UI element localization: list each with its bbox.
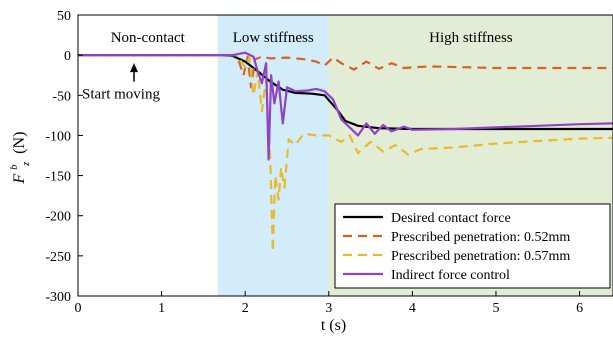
y-tick-label-0: 50 xyxy=(57,9,71,24)
series-lines xyxy=(78,51,613,253)
x-tick-label-1: 1 xyxy=(158,301,165,316)
region-2 xyxy=(217,15,329,296)
region-labels: Non-contact Low stiffness High stiffness xyxy=(111,30,513,46)
y-tick-label-1: 0 xyxy=(64,49,71,64)
svg-text:F b z (N): F b z (N) xyxy=(4,132,33,185)
x-tick-label-6: 6 xyxy=(576,301,583,316)
series-line-3 xyxy=(78,54,613,253)
x-tick-label-2: 2 xyxy=(242,301,249,316)
y-tick-label-2: -50 xyxy=(52,89,71,104)
start-moving-annotation: Start moving xyxy=(82,63,160,103)
series-line-1 xyxy=(78,54,613,131)
y-tick-label-5: -200 xyxy=(45,210,71,225)
y-tick-label-4: -150 xyxy=(45,170,71,185)
x-tick-label-4: 4 xyxy=(409,301,416,316)
axis-ticks: 0 1 2 3 4 5 6 50 0 -50 -100 -150 -200 -250 -300 xyxy=(45,9,583,316)
y-tick-label-3: -100 xyxy=(45,129,71,144)
region-label-2: Low stiffness xyxy=(233,30,314,46)
legend: Desired contact force Prescribed penetrat… xyxy=(334,203,611,289)
y-axis-label: F b z (N) xyxy=(4,132,33,185)
x-tick-label-3: 3 xyxy=(325,301,332,316)
x-tick-label-5: 5 xyxy=(492,301,499,316)
ylabel-sup: b xyxy=(9,165,20,170)
legend-entry-4: Indirect force control xyxy=(391,268,510,283)
y-tick-label-7: -300 xyxy=(45,290,71,305)
ylabel-unit: (N) xyxy=(11,132,28,154)
arrow-head-icon xyxy=(130,63,139,73)
legend-entry-2: Prescribed penetration: 0.52mm xyxy=(391,230,570,245)
legend-entry-1: Desired contact force xyxy=(391,211,511,226)
ylabel-sub: z xyxy=(21,162,32,167)
y-tick-label-6: -250 xyxy=(45,250,71,265)
x-axis-label: t (s) xyxy=(321,317,346,334)
series-line-4 xyxy=(78,51,613,161)
legend-entry-3: Prescribed penetration: 0.57mm xyxy=(391,249,570,264)
region-label-3: High stiffness xyxy=(429,30,513,46)
region-label-1: Non-contact xyxy=(111,30,186,46)
x-tick-label-0: 0 xyxy=(75,301,82,316)
start-moving-label: Start moving xyxy=(82,87,160,103)
ylabel-main: F xyxy=(11,174,28,185)
series-line-2 xyxy=(78,54,613,89)
region-1 xyxy=(78,15,218,296)
axes-frame xyxy=(77,14,613,297)
